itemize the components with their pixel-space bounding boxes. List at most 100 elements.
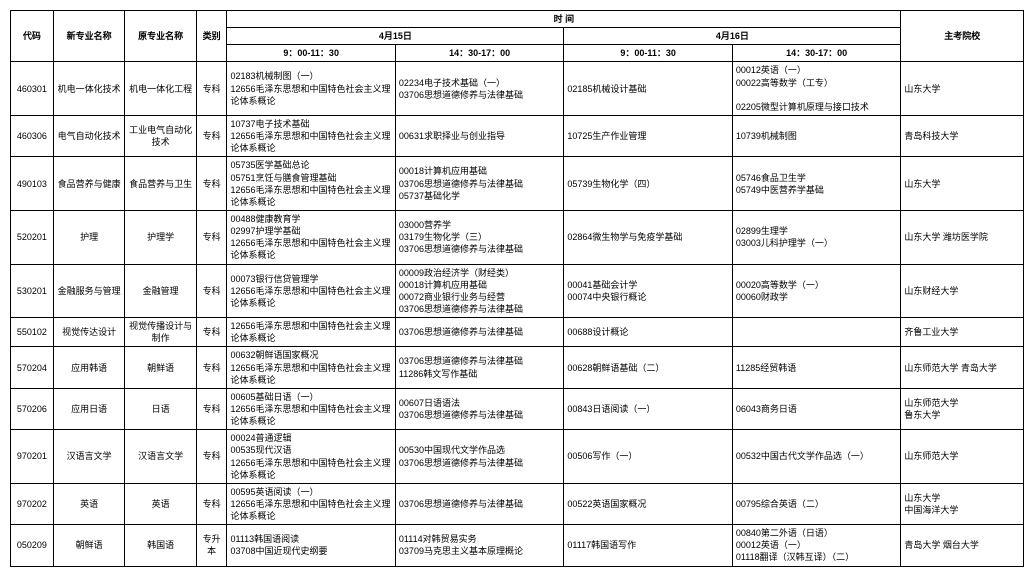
cell-d1am: 00632朝鲜语国家概况12656毛泽东思想和中国特色社会主义理论体系概论: [227, 347, 395, 388]
cell-d1pm: 03706思想道德修养与法律基础11286韩文写作基础: [395, 347, 563, 388]
cell-school: 山东大学: [901, 157, 1024, 211]
cell-type: 专科: [196, 388, 227, 429]
cell-code: 550102: [11, 318, 54, 347]
cell-code: 570204: [11, 347, 54, 388]
cell-school: 山东大学中国海洋大学: [901, 483, 1024, 524]
cell-code: 970201: [11, 430, 54, 484]
cell-old_major: 食品营养与卫生: [125, 157, 196, 211]
cell-old_major: 视觉传播设计与制作: [125, 318, 196, 347]
cell-new_major: 汉语言文学: [53, 430, 124, 484]
cell-type: 专升本: [196, 525, 227, 566]
cell-d1pm: 03706思想道德修养与法律基础: [395, 483, 563, 524]
cell-d1am: 05735医学基础总论05751烹饪与膳食管理基础12656毛泽东思想和中国特色…: [227, 157, 395, 211]
cell-d2pm: 00012英语（一）00022高等数学（工专）02205微型计算机原理与接口技术: [732, 62, 901, 116]
cell-d2pm: 05746食品卫生学05749中医营养学基础: [732, 157, 901, 211]
cell-new_major: 机电一体化技术: [53, 62, 124, 116]
cell-code: 520201: [11, 210, 54, 264]
cell-old_major: 护理学: [125, 210, 196, 264]
cell-type: 专科: [196, 483, 227, 524]
cell-school: 山东师范大学鲁东大学: [901, 388, 1024, 429]
cell-school: 青岛大学 烟台大学: [901, 525, 1024, 566]
cell-d1pm: 01114对韩贸易实务03709马克思主义基本原理概论: [395, 525, 563, 566]
header-d2pm: 14：30-17：00: [732, 45, 901, 62]
header-type: 类别: [196, 11, 227, 62]
cell-new_major: 食品营养与健康: [53, 157, 124, 211]
header-d2am: 9：00-11：30: [564, 45, 732, 62]
cell-d2pm: 11285经贸韩语: [732, 347, 901, 388]
cell-d1am: 12656毛泽东思想和中国特色社会主义理论体系概论: [227, 318, 395, 347]
cell-school: 山东师范大学 青岛大学: [901, 347, 1024, 388]
table-body: 460301机电一体化技术机电一体化工程专科02183机械制图（一）12656毛…: [11, 62, 1024, 566]
cell-school: 齐鲁工业大学: [901, 318, 1024, 347]
header-d1am: 9：00-11：30: [227, 45, 395, 62]
cell-d2pm: 10739机械制图: [732, 115, 901, 156]
header-day1: 4月15日: [227, 28, 564, 45]
cell-d1pm: 00631求职择业与创业指导: [395, 115, 563, 156]
header-time-group: 时 间: [227, 11, 901, 28]
table-row: 530201金融服务与管理金融管理专科00073银行信贷管理学12656毛泽东思…: [11, 264, 1024, 318]
cell-school: 山东大学: [901, 62, 1024, 116]
cell-d1pm: 00009政治经济学（财经类）00018计算机应用基础00072商业银行业务与经…: [395, 264, 563, 318]
cell-d2pm: 02899生理学03003儿科护理学（一）: [732, 210, 901, 264]
table-row: 050209朝鲜语韩国语专升本01113韩国语阅读03708中国近现代史纲要01…: [11, 525, 1024, 566]
cell-school: 山东师范大学: [901, 430, 1024, 484]
table-row: 970201汉语言文学汉语言文学专科00024普通逻辑00535现代汉语1265…: [11, 430, 1024, 484]
cell-new_major: 金融服务与管理: [53, 264, 124, 318]
cell-code: 050209: [11, 525, 54, 566]
cell-d2am: 00628朝鲜语基础（二）: [564, 347, 732, 388]
cell-d2pm: 00532中国古代文学作品选（一）: [732, 430, 901, 484]
cell-old_major: 汉语言文学: [125, 430, 196, 484]
cell-old_major: 朝鲜语: [125, 347, 196, 388]
cell-d1am: 00488健康教育学02997护理学基础12656毛泽东思想和中国特色社会主义理…: [227, 210, 395, 264]
header-d1pm: 14：30-17：00: [395, 45, 563, 62]
cell-d1am: 10737电子技术基础12656毛泽东思想和中国特色社会主义理论体系概论: [227, 115, 395, 156]
table-row: 570204应用韩语朝鲜语专科00632朝鲜语国家概况12656毛泽东思想和中国…: [11, 347, 1024, 388]
table-row: 550102视觉传达设计视觉传播设计与制作专科12656毛泽东思想和中国特色社会…: [11, 318, 1024, 347]
cell-type: 专科: [196, 157, 227, 211]
cell-d2am: 00843日语阅读（一）: [564, 388, 732, 429]
cell-d2pm: [732, 318, 901, 347]
cell-type: 专科: [196, 62, 227, 116]
cell-d1am: 00073银行信贷管理学12656毛泽东思想和中国特色社会主义理论体系概论: [227, 264, 395, 318]
cell-d1am: 02183机械制图（一）12656毛泽东思想和中国特色社会主义理论体系概论: [227, 62, 395, 116]
cell-d2am: 00522英语国家概况: [564, 483, 732, 524]
cell-type: 专科: [196, 210, 227, 264]
cell-d2am: 00041基础会计学00074中央银行概论: [564, 264, 732, 318]
cell-d2am: 02864微生物学与免疫学基础: [564, 210, 732, 264]
cell-new_major: 朝鲜语: [53, 525, 124, 566]
cell-d1am: 00595英语阅读（一）12656毛泽东思想和中国特色社会主义理论体系概论: [227, 483, 395, 524]
cell-old_major: 韩国语: [125, 525, 196, 566]
cell-d2am: 00688设计概论: [564, 318, 732, 347]
header-old-major: 原专业名称: [125, 11, 196, 62]
cell-type: 专科: [196, 430, 227, 484]
cell-d1am: 00605基础日语（一）12656毛泽东思想和中国特色社会主义理论体系概论: [227, 388, 395, 429]
cell-code: 530201: [11, 264, 54, 318]
cell-d2pm: 00020高等数学（一）00060财政学: [732, 264, 901, 318]
cell-old_major: 英语: [125, 483, 196, 524]
cell-school: 山东财经大学: [901, 264, 1024, 318]
cell-d2am: 10725生产作业管理: [564, 115, 732, 156]
cell-d2am: 05739生物化学（四）: [564, 157, 732, 211]
cell-type: 专科: [196, 115, 227, 156]
cell-d1pm: 03000营养学03179生物化学（三）03706思想道德修养与法律基础: [395, 210, 563, 264]
cell-code: 460306: [11, 115, 54, 156]
table-row: 460301机电一体化技术机电一体化工程专科02183机械制图（一）12656毛…: [11, 62, 1024, 116]
cell-old_major: 工业电气自动化技术: [125, 115, 196, 156]
cell-new_major: 应用日语: [53, 388, 124, 429]
cell-d1pm: 00607日语语法03706思想道德修养与法律基础: [395, 388, 563, 429]
cell-d2pm: 06043商务日语: [732, 388, 901, 429]
table-row: 490103食品营养与健康食品营养与卫生专科05735医学基础总论05751烹饪…: [11, 157, 1024, 211]
cell-d2pm: 00795综合英语（二）: [732, 483, 901, 524]
cell-old_major: 机电一体化工程: [125, 62, 196, 116]
header-new-major: 新专业名称: [53, 11, 124, 62]
cell-type: 专科: [196, 318, 227, 347]
cell-d2am: 02185机械设计基础: [564, 62, 732, 116]
header-school: 主考院校: [901, 11, 1024, 62]
cell-old_major: 金融管理: [125, 264, 196, 318]
cell-school: 山东大学 潍坊医学院: [901, 210, 1024, 264]
header-code: 代码: [11, 11, 54, 62]
course-schedule-table: 代码 新专业名称 原专业名称 类别 时 间 主考院校 4月15日 4月16日 9…: [10, 10, 1024, 567]
table-header: 代码 新专业名称 原专业名称 类别 时 间 主考院校 4月15日 4月16日 9…: [11, 11, 1024, 62]
cell-d1am: 00024普通逻辑00535现代汉语12656毛泽东思想和中国特色社会主义理论体…: [227, 430, 395, 484]
cell-code: 460301: [11, 62, 54, 116]
